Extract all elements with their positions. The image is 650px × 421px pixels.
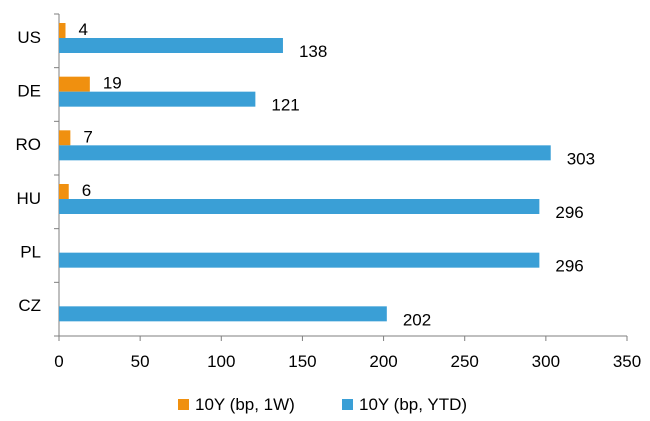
x-tick-label: 0 xyxy=(54,352,63,371)
bar-1w xyxy=(59,76,90,92)
bar-ytd xyxy=(59,252,540,268)
bar-ytd xyxy=(59,38,283,53)
legend-label-1w: 10Y (bp, 1W) xyxy=(195,395,295,414)
x-tick-label: 250 xyxy=(451,352,479,371)
data-label-ytd: 296 xyxy=(555,257,583,276)
legend-swatch-1w xyxy=(178,399,189,410)
legend-swatch-ytd xyxy=(342,399,353,410)
data-label-ytd: 202 xyxy=(403,310,431,329)
bar-ytd xyxy=(59,306,387,322)
x-tick-label: 300 xyxy=(532,352,560,371)
legend-label-ytd: 10Y (bp, YTD) xyxy=(359,395,467,414)
x-tick-label: 150 xyxy=(288,352,316,371)
y-tick-label: CZ xyxy=(18,296,41,315)
data-label-ytd: 303 xyxy=(567,149,595,168)
chart-bars xyxy=(59,23,551,322)
y-tick-label: DE xyxy=(17,82,41,101)
bar-ytd xyxy=(59,145,551,161)
data-label-1w: 4 xyxy=(78,20,87,39)
x-tick-label: 350 xyxy=(613,352,641,371)
bar-ytd xyxy=(59,91,256,107)
data-label-1w: 7 xyxy=(83,127,92,146)
x-tick-label: 50 xyxy=(131,352,150,371)
data-label-1w: 6 xyxy=(82,181,91,200)
data-label-ytd: 138 xyxy=(299,42,327,61)
chart-axes: 0 50 100 150 200 250 300 350 US DE RO HU PL CZ xyxy=(16,13,641,371)
chart-data-labels: 4 138 19 121 7 303 6 296 296 202 xyxy=(78,20,595,329)
bar-1w xyxy=(59,184,69,199)
bar-1w xyxy=(59,130,71,146)
bar-1w xyxy=(59,23,66,38)
data-label-ytd: 121 xyxy=(271,96,299,115)
y-tick-label: HU xyxy=(16,189,41,208)
y-tick-label: PL xyxy=(20,243,41,262)
y-tick-label: US xyxy=(17,28,41,47)
bar-ytd xyxy=(59,199,540,214)
chart-legend: 10Y (bp, 1W) 10Y (bp, YTD) xyxy=(178,395,467,414)
x-tick-label: 200 xyxy=(369,352,397,371)
x-tick-label: 100 xyxy=(207,352,235,371)
data-label-1w: 19 xyxy=(103,74,122,93)
data-label-ytd: 296 xyxy=(555,203,583,222)
y-tick-label: RO xyxy=(16,135,42,154)
